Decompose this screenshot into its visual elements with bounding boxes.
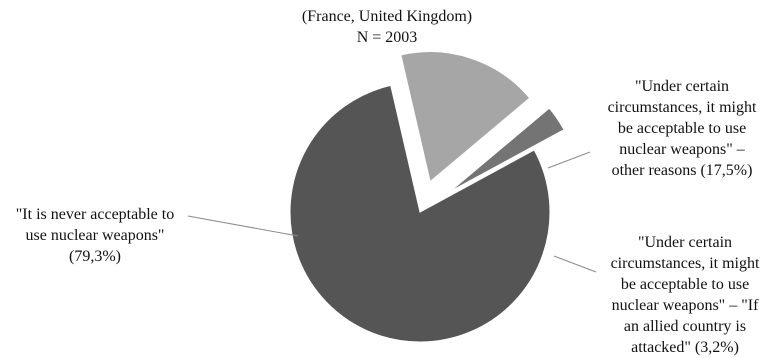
slice-label-allied-country: "Under certain circumstances, it might b… (610, 234, 760, 356)
leader-line (553, 255, 597, 273)
slice-never-acceptable (289, 84, 551, 343)
leader-line (187, 215, 299, 237)
slice-other-reasons (400, 51, 531, 183)
slice-label-never-acceptable: "It is never acceptable to use nuclear w… (15, 206, 175, 265)
subtitle-line-2: N = 2003 (356, 29, 418, 46)
slice-allied-country (449, 107, 565, 193)
slice-label-other-reasons: "Under certain circumstances, it might b… (607, 78, 757, 179)
chart-subtitle: (France, United Kingdom) N = 2003 (0, 6, 774, 48)
subtitle-line-1: (France, United Kingdom) (301, 8, 473, 25)
leader-line (547, 151, 591, 169)
